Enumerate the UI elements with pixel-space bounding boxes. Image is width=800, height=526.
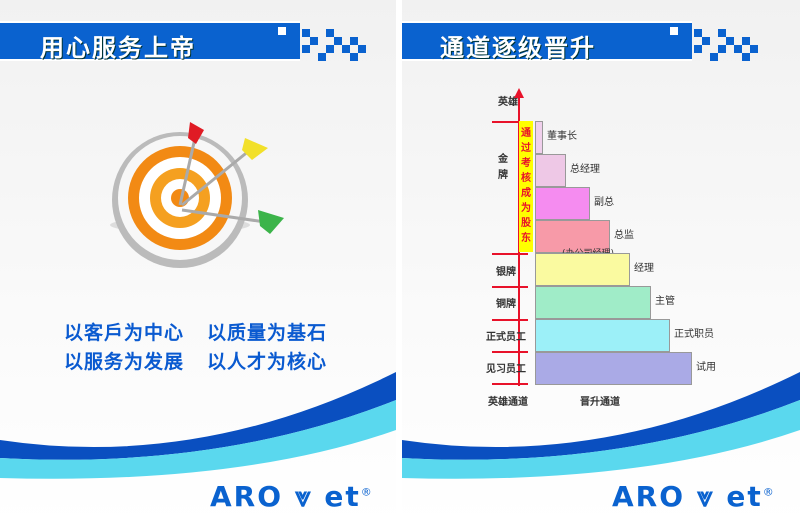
step-label: 董事长: [547, 131, 577, 142]
arrow-yellow-icon: [181, 138, 268, 207]
step-label: 总经理: [570, 164, 600, 175]
step-label: 经理: [634, 263, 654, 274]
step-bar: [535, 286, 651, 319]
level-formal: 正式员工: [486, 332, 526, 343]
step-bar: [535, 220, 610, 253]
arrow-red-icon: [178, 122, 204, 206]
step-bar: [535, 352, 692, 385]
level-trainee: 见习员工: [486, 364, 526, 375]
axis-top-label: 英雄: [498, 97, 518, 108]
step-label: 正式职员: [674, 329, 714, 340]
right-poster: 通道逐级晋升 英雄 金牌 银牌 铜牌 正式员工 见习员工 通过考核成为股东 董事…: [402, 0, 800, 526]
shareholder-note: 通过考核成为股东: [519, 121, 533, 252]
wave-decoration: [0, 372, 396, 479]
title-band: 通道逐级晋升: [402, 21, 692, 62]
slogan: 以人才为核心: [207, 351, 328, 373]
step-label: 副总: [594, 197, 614, 208]
target-icon: [110, 122, 284, 268]
step-bar: [535, 187, 590, 220]
step-label: 总监: [614, 230, 634, 241]
logo: ARO ⩔ et®: [612, 480, 776, 513]
poster-title: 通道逐级晋升: [440, 34, 596, 62]
logo: ARO ⩔ et®: [210, 480, 374, 513]
step-bar: [535, 154, 566, 187]
poster-title: 用心服务上帝: [40, 34, 196, 62]
level-silver: 银牌: [496, 267, 516, 278]
step-label: 主管: [655, 296, 675, 307]
wave-decoration: [402, 372, 800, 479]
bottom-right-label: 晋升通道: [580, 397, 620, 408]
slogan: 以客戶为中心: [64, 322, 185, 344]
slogan: 以服务为发展: [64, 351, 185, 373]
step-bar: [535, 121, 543, 154]
step-bar: [535, 319, 670, 352]
level-bronze: 铜牌: [496, 299, 516, 310]
step-bar: [535, 253, 630, 286]
level-gold: 金牌: [498, 154, 508, 181]
arrow-green-icon: [181, 208, 284, 234]
step-label: 试用: [696, 362, 716, 373]
title-band: 用心服务上帝: [0, 21, 300, 62]
left-poster: 用心服务上帝 以客戶为中心 以质量为基石 以服务为发展 以人才为核心 ARO ⩔…: [0, 0, 396, 526]
slogan: 以质量为基石: [207, 322, 328, 344]
arrow-up-icon: [514, 88, 524, 98]
bottom-left-label: 英雄通道: [488, 397, 528, 408]
